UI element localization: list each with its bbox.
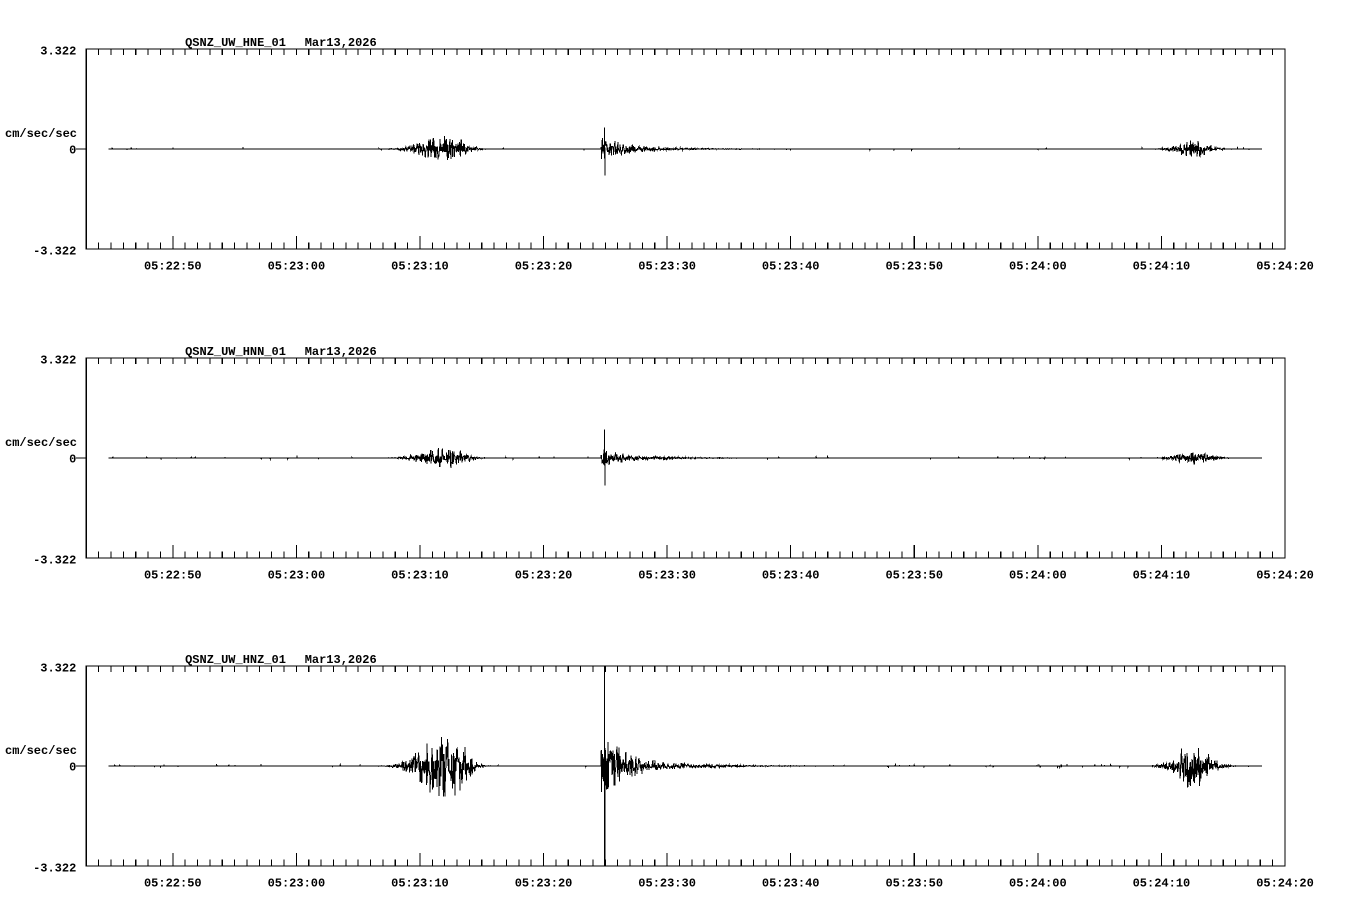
svg-text:05:23:50: 05:23:50 — [885, 877, 943, 891]
svg-text:05:24:20: 05:24:20 — [1256, 260, 1314, 274]
svg-text:05:23:20: 05:23:20 — [515, 569, 573, 583]
svg-text:0: 0 — [69, 453, 76, 467]
svg-text:05:24:20: 05:24:20 — [1256, 877, 1314, 891]
svg-text:05:23:30: 05:23:30 — [638, 260, 696, 274]
svg-text:05:22:50: 05:22:50 — [144, 569, 202, 583]
svg-text:cm/sec/sec: cm/sec/sec — [5, 436, 77, 450]
svg-text:05:24:20: 05:24:20 — [1256, 569, 1314, 583]
svg-text:-3.322: -3.322 — [33, 554, 76, 568]
svg-text:Mar13,2026: Mar13,2026 — [305, 36, 377, 50]
svg-text:05:22:50: 05:22:50 — [144, 260, 202, 274]
svg-text:05:24:00: 05:24:00 — [1009, 260, 1067, 274]
svg-text:3.322: 3.322 — [40, 354, 76, 368]
svg-text:05:24:10: 05:24:10 — [1133, 569, 1191, 583]
svg-text:05:23:40: 05:23:40 — [762, 260, 820, 274]
svg-text:-3.322: -3.322 — [33, 862, 76, 876]
svg-text:05:24:10: 05:24:10 — [1133, 260, 1191, 274]
svg-text:05:23:50: 05:23:50 — [885, 569, 943, 583]
svg-text:05:22:50: 05:22:50 — [144, 877, 202, 891]
svg-text:05:23:20: 05:23:20 — [515, 877, 573, 891]
svg-text:05:23:40: 05:23:40 — [762, 569, 820, 583]
svg-text:05:23:00: 05:23:00 — [268, 260, 326, 274]
svg-text:cm/sec/sec: cm/sec/sec — [5, 744, 77, 758]
svg-text:0: 0 — [69, 761, 76, 775]
svg-text:05:23:50: 05:23:50 — [885, 260, 943, 274]
svg-text:05:23:10: 05:23:10 — [391, 569, 449, 583]
svg-text:QSNZ_UW_HNN_01: QSNZ_UW_HNN_01 — [185, 345, 286, 359]
svg-text:QSNZ_UW_HNE_01: QSNZ_UW_HNE_01 — [185, 36, 286, 50]
svg-text:05:23:10: 05:23:10 — [391, 260, 449, 274]
svg-text:05:24:10: 05:24:10 — [1133, 877, 1191, 891]
svg-text:05:23:00: 05:23:00 — [268, 569, 326, 583]
svg-text:05:23:30: 05:23:30 — [638, 569, 696, 583]
svg-text:Mar13,2026: Mar13,2026 — [305, 653, 377, 667]
svg-text:cm/sec/sec: cm/sec/sec — [5, 127, 77, 141]
svg-text:05:23:20: 05:23:20 — [515, 260, 573, 274]
svg-text:05:24:00: 05:24:00 — [1009, 877, 1067, 891]
svg-text:-3.322: -3.322 — [33, 245, 76, 259]
svg-text:05:23:10: 05:23:10 — [391, 877, 449, 891]
svg-text:05:23:30: 05:23:30 — [638, 877, 696, 891]
svg-text:0: 0 — [69, 144, 76, 158]
svg-text:05:24:00: 05:24:00 — [1009, 569, 1067, 583]
svg-text:QSNZ_UW_HNZ_01: QSNZ_UW_HNZ_01 — [185, 653, 286, 667]
svg-text:05:23:40: 05:23:40 — [762, 877, 820, 891]
svg-text:3.322: 3.322 — [40, 45, 76, 59]
svg-text:3.322: 3.322 — [40, 662, 76, 676]
svg-text:05:23:00: 05:23:00 — [268, 877, 326, 891]
svg-text:Mar13,2026: Mar13,2026 — [305, 345, 377, 359]
